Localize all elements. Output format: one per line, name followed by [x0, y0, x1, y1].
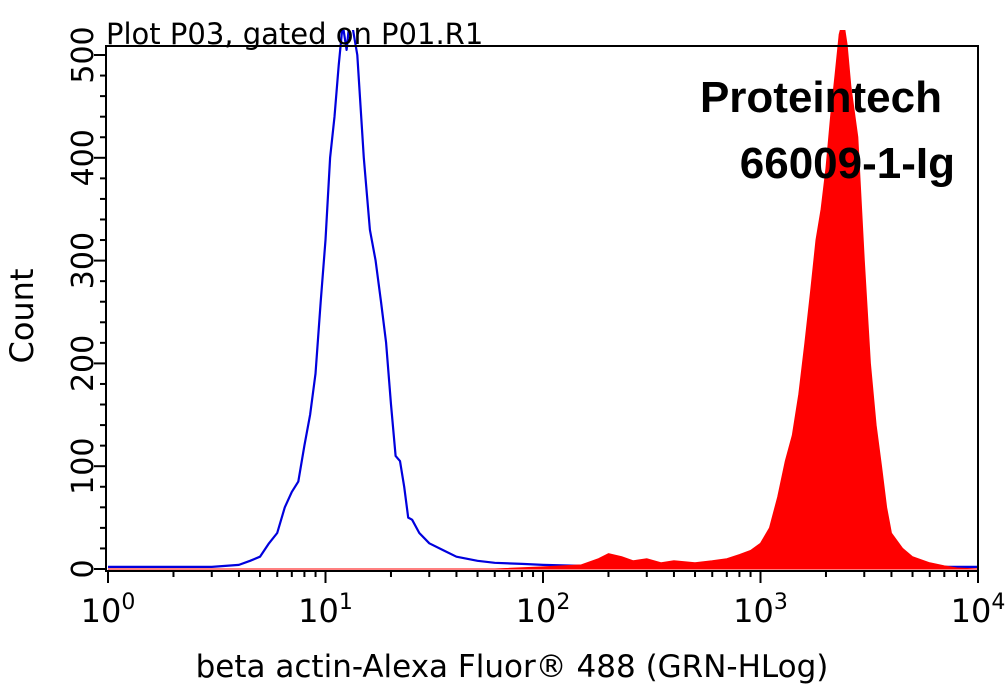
x-axis: 100 101 102 103 104	[81, 571, 1006, 630]
y-tick-label: 400	[66, 129, 101, 186]
chart-title: Plot P03, gated on P01.R1	[106, 17, 483, 51]
x-tick-label: 100	[81, 590, 136, 630]
y-tick-label: 500	[66, 26, 101, 83]
series-layer	[108, 30, 979, 570]
x-axis-label: beta actin-Alexa Fluor® 488 (GRN-HLog)	[196, 649, 829, 685]
y-axis-label: Count	[3, 268, 41, 363]
x-tick-label: 102	[516, 590, 571, 630]
brand-annotation-line1: Proteintech	[700, 73, 942, 122]
y-tick-label: 200	[66, 335, 101, 392]
y-tick-label: 300	[66, 232, 101, 289]
x-tick-label: 101	[298, 590, 353, 630]
brand-annotation-line2: 66009-1-Ig	[740, 139, 955, 188]
y-axis: 0 100 200 300 400 500	[66, 26, 106, 579]
x-tick-label: 103	[733, 590, 788, 630]
y-tick-label: 100	[66, 438, 101, 495]
series-1-area	[108, 30, 979, 570]
y-tick-label: 0	[66, 559, 101, 578]
series-0-line	[108, 30, 978, 568]
x-tick-label: 104	[951, 590, 1006, 630]
